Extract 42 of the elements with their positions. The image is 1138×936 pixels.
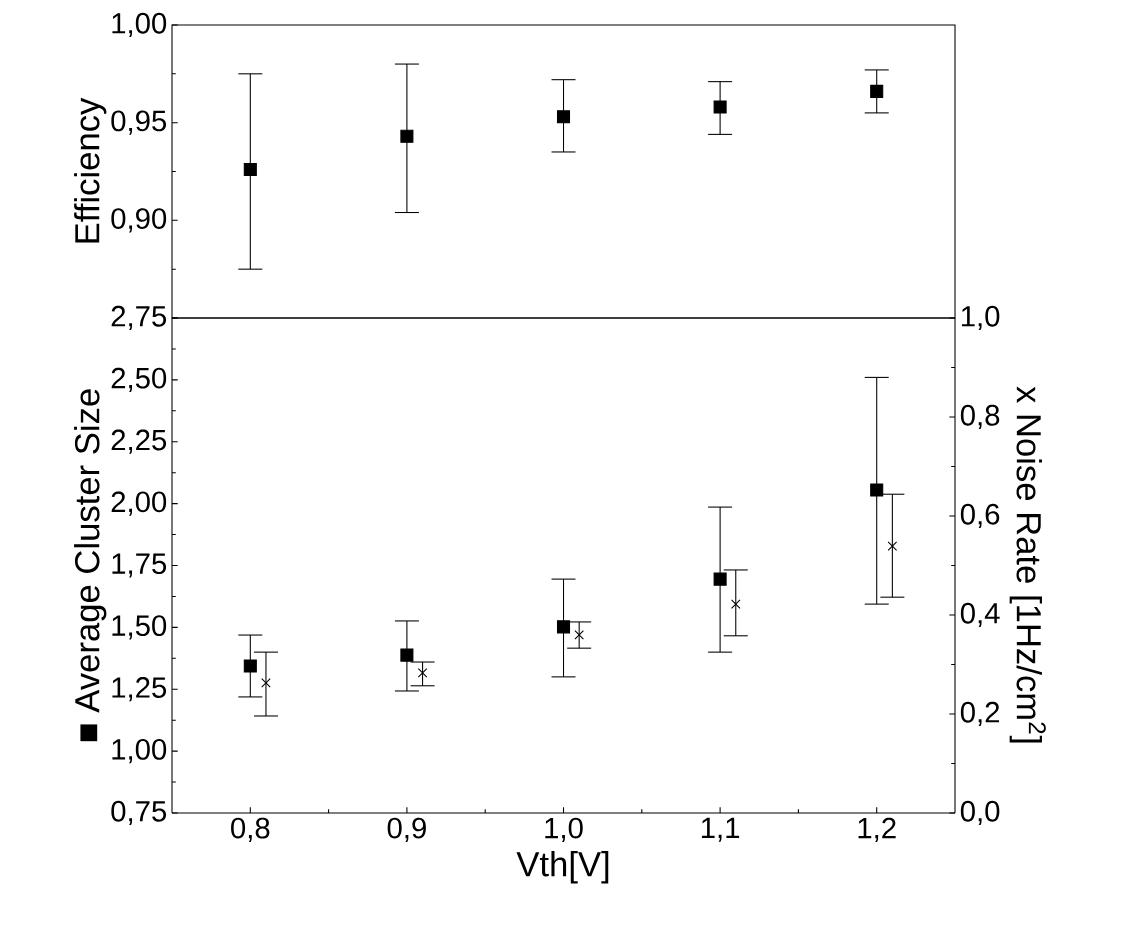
y-tick-label: 2,50 <box>111 367 167 392</box>
point <box>261 678 271 688</box>
y2-tick-label: 0,4 <box>960 602 1000 628</box>
point <box>870 84 884 98</box>
point <box>400 648 414 662</box>
y2-tick-label: 0,0 <box>960 800 1000 826</box>
point <box>243 163 257 177</box>
x-tick-label: 0,9 <box>387 817 426 842</box>
y-tick-label: 1,75 <box>112 553 167 578</box>
y2-tick-label: 0,8 <box>960 404 1000 430</box>
y-tick-label: 0,90 <box>111 208 167 233</box>
y-tick-label: 2,75 <box>111 305 167 331</box>
y-tick-label: 1,00 <box>112 12 167 38</box>
y-tick-label: 2,25 <box>111 429 167 454</box>
y-tick-label: 0,95 <box>111 110 167 135</box>
x-tick-label: 1,0 <box>545 817 583 842</box>
y-tick-label: 1,00 <box>112 739 167 764</box>
point <box>887 541 898 551</box>
point <box>556 110 571 124</box>
point <box>400 129 414 143</box>
y-axis-title: Efficiency <box>74 97 107 243</box>
y-axis-title: ■ Average Cluster Size <box>74 389 107 742</box>
x-tick-label: 1,2 <box>858 817 896 842</box>
y2-tick-label: 1,0 <box>961 305 1000 331</box>
point <box>870 483 884 497</box>
y2-axis-title: x Noise Rate [1Hz/cm$^{2}$] <box>1009 386 1046 743</box>
x-tick-label: 0,8 <box>231 817 270 842</box>
point <box>574 630 584 640</box>
point <box>556 620 571 634</box>
y-tick-label: 1,25 <box>112 677 167 702</box>
x-axis-title: Vth[V] <box>516 851 609 884</box>
point <box>243 659 257 673</box>
y-tick-label: 0,75 <box>111 800 167 826</box>
y-tick-label: 1,50 <box>112 615 167 640</box>
y2-tick-label: 0,2 <box>960 701 1000 727</box>
y2-tick-label: 0,6 <box>960 503 1000 529</box>
point <box>417 668 428 678</box>
x-tick-label: 1,1 <box>701 817 740 842</box>
y-tick-label: 2,00 <box>111 491 167 516</box>
point <box>713 572 727 586</box>
point <box>713 100 727 114</box>
point <box>730 599 741 609</box>
